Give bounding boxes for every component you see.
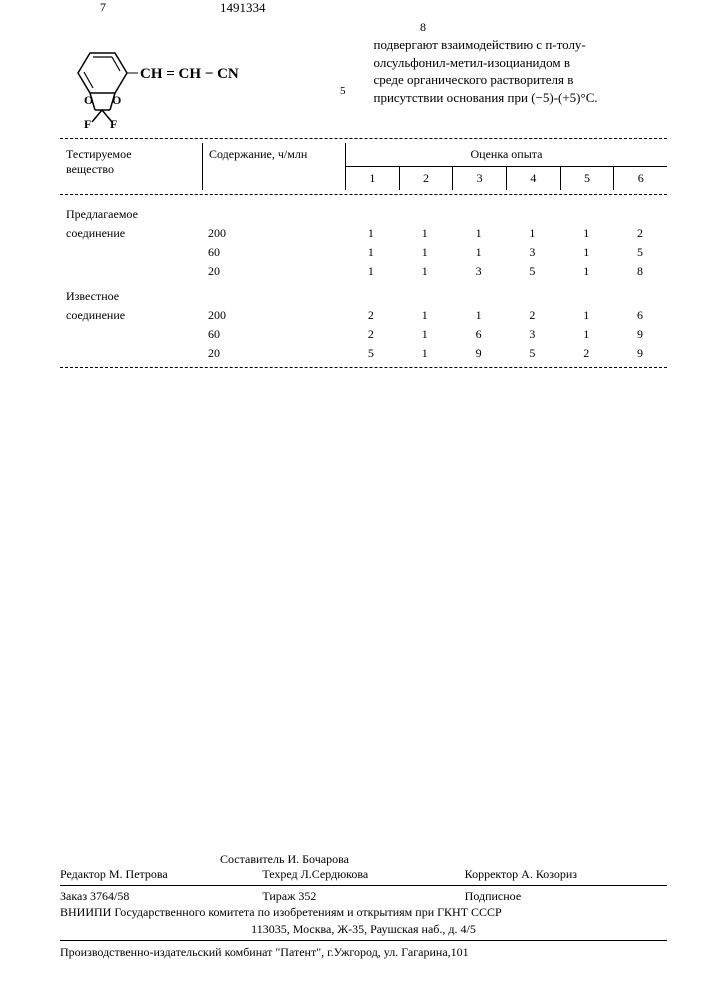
subscribe: Подписное	[465, 889, 667, 904]
cell: 1	[398, 245, 452, 260]
compiler: Составитель И. Бочарова	[220, 852, 349, 866]
cell: 1	[398, 346, 452, 361]
page-number-left: 7	[100, 0, 106, 15]
side-chain-label: CH = CH − CN	[140, 66, 239, 82]
cell: 2	[613, 226, 667, 241]
cell: 9	[452, 346, 506, 361]
printer-line: Производственно-издательский комбинат "П…	[60, 944, 667, 960]
cell: 5	[613, 245, 667, 260]
cell: 60	[202, 245, 344, 260]
cell: 1	[559, 245, 613, 260]
th-eval-4: 4	[506, 167, 560, 190]
table-row: 20 5 1 9 5 2 9	[60, 344, 667, 363]
cell: 1	[559, 308, 613, 323]
cell: 1	[505, 226, 559, 241]
th-eval-5: 5	[560, 167, 614, 190]
cell: 20	[202, 264, 344, 279]
th-eval-1: 1	[346, 167, 399, 190]
cell: 200	[202, 226, 344, 241]
tirage: Тираж 352	[262, 889, 464, 904]
right-line-3: среде органического растворителя в	[374, 71, 678, 89]
th-eval-6: 6	[613, 167, 667, 190]
cell: 1	[344, 264, 398, 279]
cell: 1	[559, 264, 613, 279]
cell: 200	[202, 308, 344, 323]
table-row: 60 1 1 1 3 1 5	[60, 243, 667, 262]
cell: 6	[452, 327, 506, 342]
right-line-2: олсульфонил-метил-изоцианидом в	[374, 54, 678, 72]
page-number-right: 8	[420, 20, 426, 35]
f-right-label: F	[110, 117, 117, 128]
order-no: Заказ 3764/58	[60, 889, 262, 904]
right-line-4: присутствии основания при (−5)-(+5)°С.	[374, 89, 678, 107]
th-content: Содержание, ч/млн	[203, 143, 346, 190]
cell: 60	[202, 327, 344, 342]
org-line-1: ВНИИПИ Государственного комитета по изоб…	[60, 904, 667, 920]
cell: 1	[452, 226, 506, 241]
cell: 6	[613, 308, 667, 323]
cell: 1	[344, 226, 398, 241]
cell: 9	[613, 327, 667, 342]
cell: 1	[452, 308, 506, 323]
footer-rule-1	[60, 885, 667, 886]
o-left-label: O	[84, 93, 93, 107]
group-name-l2: соединение	[60, 308, 202, 323]
cell: 1	[559, 327, 613, 342]
techred: Техред Л.Сердюкова	[262, 867, 464, 882]
cell: 9	[613, 346, 667, 361]
cell: 2	[344, 308, 398, 323]
imprint-footer: Составитель И. Бочарова Редактор М. Петр…	[60, 851, 667, 960]
cell: 3	[505, 245, 559, 260]
cell: 2	[559, 346, 613, 361]
footer-rule-2	[60, 940, 667, 941]
table-row: соединение 200 2 1 1 2 1 6	[60, 306, 667, 325]
results-table: Тестируемое вещество Содержание, ч/млн О…	[60, 138, 667, 368]
cell: 5	[505, 346, 559, 361]
table-row: 60 2 1 6 3 1 9	[60, 325, 667, 344]
th-eval-2: 2	[399, 167, 453, 190]
th-substance-l1: Тестируемое	[66, 147, 196, 162]
o-right-label: O	[112, 93, 121, 107]
patent-number: 1491334	[220, 0, 266, 16]
table-row: Известное	[60, 287, 667, 306]
right-column-text: подвергают взаимодействию с п-толу- олсу…	[364, 36, 678, 106]
group-name-l2: соединение	[60, 226, 202, 241]
table-bottom-rule	[60, 367, 667, 368]
org-line-2: 113035, Москва, Ж-35, Раушская наб., д. …	[60, 921, 667, 937]
table-top-rule	[60, 138, 667, 139]
editor: Редактор М. Петрова	[60, 867, 262, 882]
cell: 1	[398, 327, 452, 342]
th-eval-title: Оценка опыта	[346, 143, 667, 167]
cell: 20	[202, 346, 344, 361]
right-line-1: подвергают взаимодействию с п-толу-	[374, 36, 678, 54]
cell: 1	[452, 245, 506, 260]
cell: 1	[344, 245, 398, 260]
table-row: Предлагаемое	[60, 205, 667, 224]
cell: 1	[398, 264, 452, 279]
cell: 5	[505, 264, 559, 279]
cell: 1	[559, 226, 613, 241]
cell: 1	[398, 226, 452, 241]
th-substance-l2: вещество	[66, 162, 196, 177]
table-row: соединение 200 1 1 1 1 1 2	[60, 224, 667, 243]
cell: 5	[344, 346, 398, 361]
corrector: Корректор А. Козориз	[465, 867, 667, 882]
f-left-label: F	[84, 117, 91, 128]
table-mid-rule	[60, 194, 667, 195]
table-row: 20 1 1 3 5 1 8	[60, 262, 667, 281]
group-name-l1: Известное	[60, 289, 202, 304]
table-header: Тестируемое вещество Содержание, ч/млн О…	[60, 143, 667, 190]
cell: 2	[505, 308, 559, 323]
cell: 8	[613, 264, 667, 279]
cell: 3	[452, 264, 506, 279]
cell: 3	[505, 327, 559, 342]
group-name-l1: Предлагаемое	[60, 207, 202, 222]
th-eval-3: 3	[452, 167, 506, 190]
cell: 1	[398, 308, 452, 323]
chemical-structure: O O F F CH = CH − CN	[60, 38, 364, 128]
cell: 2	[344, 327, 398, 342]
